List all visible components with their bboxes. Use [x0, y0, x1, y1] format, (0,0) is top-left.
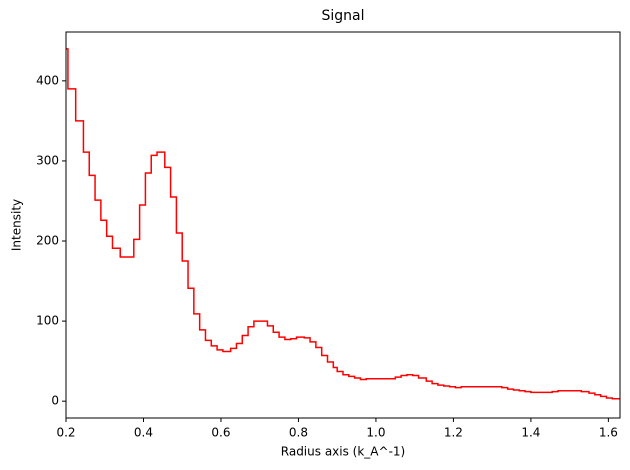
signal-line — [66, 48, 620, 400]
x-tick-label: 0.2 — [56, 426, 75, 440]
x-tick-label: 1.4 — [521, 426, 540, 440]
x-tick-label: 0.8 — [289, 426, 308, 440]
x-tick-label: 0.4 — [134, 426, 153, 440]
y-tick-label: 100 — [36, 314, 59, 328]
y-axis-label: Intensity — [10, 199, 24, 251]
y-tick-label: 300 — [36, 153, 59, 167]
x-tick-label: 1.0 — [366, 426, 385, 440]
y-tick-label: 200 — [36, 234, 59, 248]
x-tick-label: 0.6 — [211, 426, 230, 440]
plot-frame — [65, 31, 621, 419]
y-tick-label: 400 — [36, 73, 59, 87]
y-tick-label: 0 — [51, 394, 59, 408]
x-tick-label: 1.2 — [444, 426, 463, 440]
x-tick-label: 1.6 — [599, 426, 618, 440]
chart-title: Signal — [321, 8, 364, 24]
x-axis-label: Radius axis (k_A^-1) — [281, 445, 405, 459]
